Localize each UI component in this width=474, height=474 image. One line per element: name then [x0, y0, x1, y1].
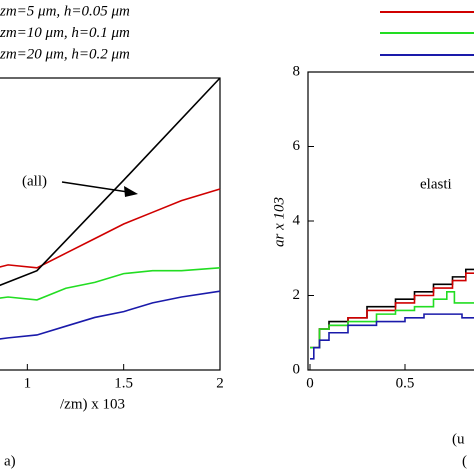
x-axis-label: /zm) x 103 — [60, 396, 125, 412]
annotation: elasti — [420, 176, 452, 192]
y-tick-label: 2 — [293, 287, 301, 303]
x-tick-label: 0.5 — [396, 375, 415, 391]
x-tick-label: 2 — [216, 375, 224, 391]
x-axis-label: (u — [452, 431, 465, 447]
series-line — [310, 268, 474, 349]
panel-label: ( — [462, 453, 467, 469]
series-line — [0, 290, 221, 340]
legend-label: zm=5 μm, h=0.05 μm — [0, 3, 130, 19]
frame — [0, 77, 221, 371]
x-tick-label: 1.5 — [114, 375, 133, 391]
panel-label: a) — [4, 453, 16, 469]
series-line — [310, 313, 474, 360]
arrow-head — [124, 186, 138, 197]
y-tick-label: 8 — [293, 63, 301, 79]
y-tick-label: 0 — [293, 361, 301, 377]
series-line — [0, 188, 221, 269]
legend-label: zm=10 μm, h=0.1 μm — [0, 25, 130, 41]
annotation: (all) — [22, 173, 47, 189]
y-tick-label: 6 — [293, 138, 301, 154]
arrow — [61, 181, 129, 193]
series-line — [310, 290, 474, 349]
series-line — [0, 267, 221, 301]
x-tick-label: 1 — [24, 375, 32, 391]
y-axis-label: ar x 103 — [271, 197, 287, 247]
series-line — [0, 77, 221, 287]
legend-label: zm=20 μm, h=0.2 μm — [0, 46, 130, 62]
x-tick-label: 0 — [306, 375, 314, 391]
y-tick-label: 4 — [293, 212, 301, 228]
